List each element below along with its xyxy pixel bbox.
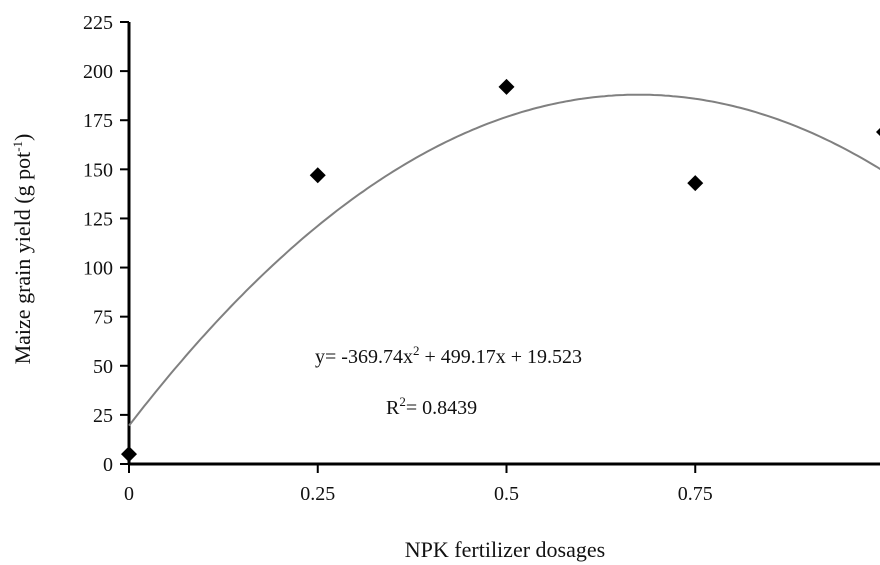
y-tick-label: 50 — [93, 356, 113, 378]
y-tick-label: 75 — [93, 307, 113, 329]
x-tick-label: 0.25 — [300, 483, 335, 505]
equation-prefix: y= -369.74x — [315, 346, 413, 368]
y-tick-label: 200 — [83, 61, 113, 83]
axes — [127, 22, 880, 466]
data-points — [121, 78, 880, 463]
y-tick-label: 25 — [93, 405, 113, 427]
y-axis-title-main: Maize grain yield (g pot — [10, 152, 35, 365]
x-tick-label: 0.75 — [678, 483, 713, 505]
x-axis-title: NPK fertilizer dosages — [405, 537, 605, 562]
y-axis-title-sup: -1 — [10, 141, 25, 152]
r-squared-label: R2= 0.8439 — [386, 394, 477, 419]
y-axis-title-close: ) — [10, 134, 35, 141]
data-point-marker — [876, 128, 880, 137]
x-tick-label: 0.5 — [494, 483, 519, 505]
trendline-equation: y= -369.74x2 + 499.17x + 19.523 — [315, 343, 582, 368]
trendline — [128, 93, 880, 427]
y-tick-label: 225 — [83, 12, 113, 34]
y-axis-title: Maize grain yield (g pot-1) — [10, 134, 35, 365]
y-tick-label: 0 — [103, 454, 113, 476]
data-point-marker — [687, 175, 704, 192]
data-point-marker — [498, 78, 515, 95]
y-tick-label: 100 — [83, 258, 113, 280]
y-tick-label: 125 — [83, 208, 113, 230]
x-ticks: 0 0.25 0.5 0.75 — [124, 464, 713, 505]
data-point-marker — [309, 167, 326, 184]
y-tick-label: 175 — [83, 110, 113, 132]
equation-rest: + 499.17x + 19.523 — [419, 346, 582, 368]
data-point-marker — [121, 446, 137, 463]
r-squared-value: = 0.8439 — [406, 397, 477, 419]
x-tick-label: 0 — [124, 483, 134, 505]
y-tick-label: 150 — [83, 159, 113, 181]
equation-sup: 2 — [413, 343, 420, 358]
r-squared-r: R — [386, 397, 400, 419]
y-ticks: 0 25 50 75 100 125 150 175 200 225 — [83, 12, 129, 476]
r-squared-sup: 2 — [399, 394, 406, 409]
